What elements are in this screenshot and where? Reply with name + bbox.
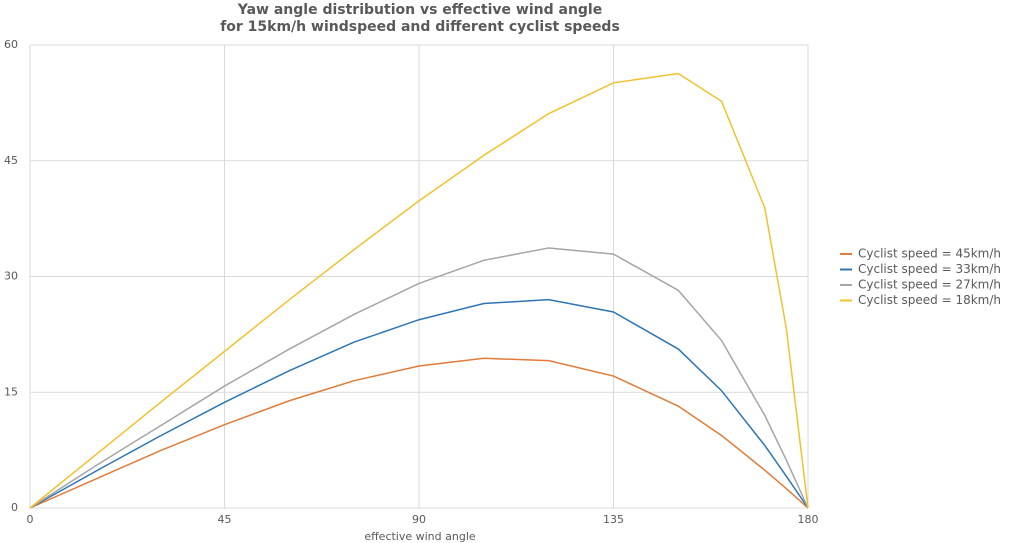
- x-axis-label: effective wind angle: [364, 530, 476, 543]
- legend-label: Cyclist speed = 18km/h: [858, 293, 1001, 307]
- x-tick-label: 90: [412, 513, 426, 526]
- y-tick-label: 30: [4, 270, 18, 283]
- x-tick-label: 135: [603, 513, 624, 526]
- line-series: [29, 357, 809, 509]
- chart-title: for 15km/h windspeed and different cycli…: [220, 19, 620, 35]
- line-series: [29, 72, 809, 509]
- line-series: [29, 298, 809, 509]
- legend-label: Cyclist speed = 33km/h: [858, 262, 1001, 276]
- x-tick-label: 45: [218, 513, 232, 526]
- y-tick-label: 0: [11, 501, 18, 514]
- legend-label: Cyclist speed = 27km/h: [858, 278, 1001, 292]
- y-tick-label: 45: [4, 154, 18, 167]
- x-tick-label: 0: [27, 513, 34, 526]
- x-tick-label: 180: [798, 513, 819, 526]
- y-tick-label: 15: [4, 385, 18, 398]
- legend-label: Cyclist speed = 45km/h: [858, 247, 1001, 261]
- chart-title: Yaw angle distribution vs effective wind…: [237, 2, 602, 18]
- y-tick-label: 60: [4, 38, 18, 51]
- line-series: [29, 247, 809, 509]
